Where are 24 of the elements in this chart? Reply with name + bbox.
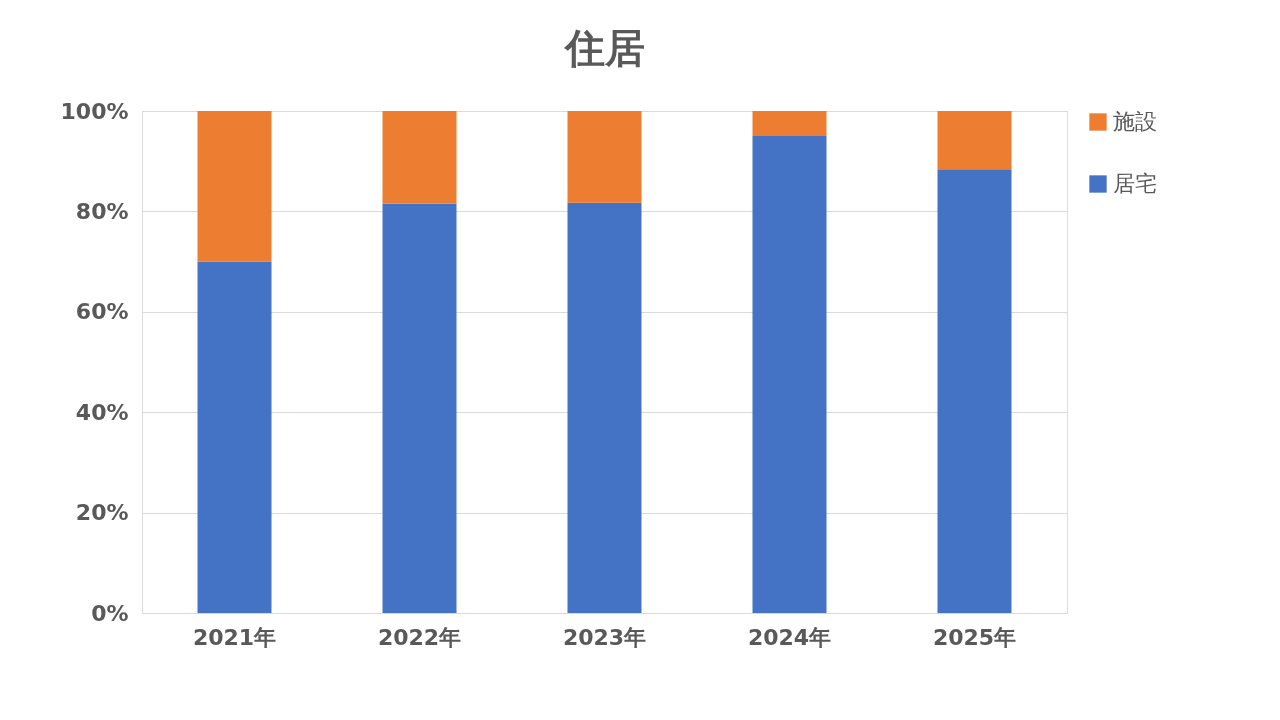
legend-label: 居宅: [1113, 171, 1157, 196]
x-tick-label: 2023年: [562, 624, 647, 650]
x-tick-label: 2024年: [747, 624, 832, 650]
bar: [567, 202, 642, 613]
bar: [937, 169, 1012, 613]
y-tick-label: 80%: [75, 198, 129, 224]
bar: [567, 111, 642, 203]
x-tick-label: 2022年: [377, 624, 462, 650]
legend-label: 施設: [1113, 109, 1157, 134]
x-tick-label: 2021年: [192, 624, 277, 650]
y-tick-label: 60%: [75, 299, 129, 325]
bar: [382, 203, 457, 613]
bar: [752, 136, 827, 613]
bar: [197, 111, 272, 262]
bar: [382, 111, 457, 204]
bar: [937, 111, 1012, 170]
y-tick-label: 40%: [75, 399, 129, 425]
y-tick-label: 100%: [60, 98, 129, 124]
bar: [197, 261, 272, 613]
y-tick-label: 20%: [75, 500, 129, 526]
bar: [752, 111, 827, 137]
x-tick-label: 2025年: [932, 624, 1017, 650]
chart-title: 住居: [562, 25, 645, 71]
y-tick-label: 0%: [91, 600, 129, 626]
